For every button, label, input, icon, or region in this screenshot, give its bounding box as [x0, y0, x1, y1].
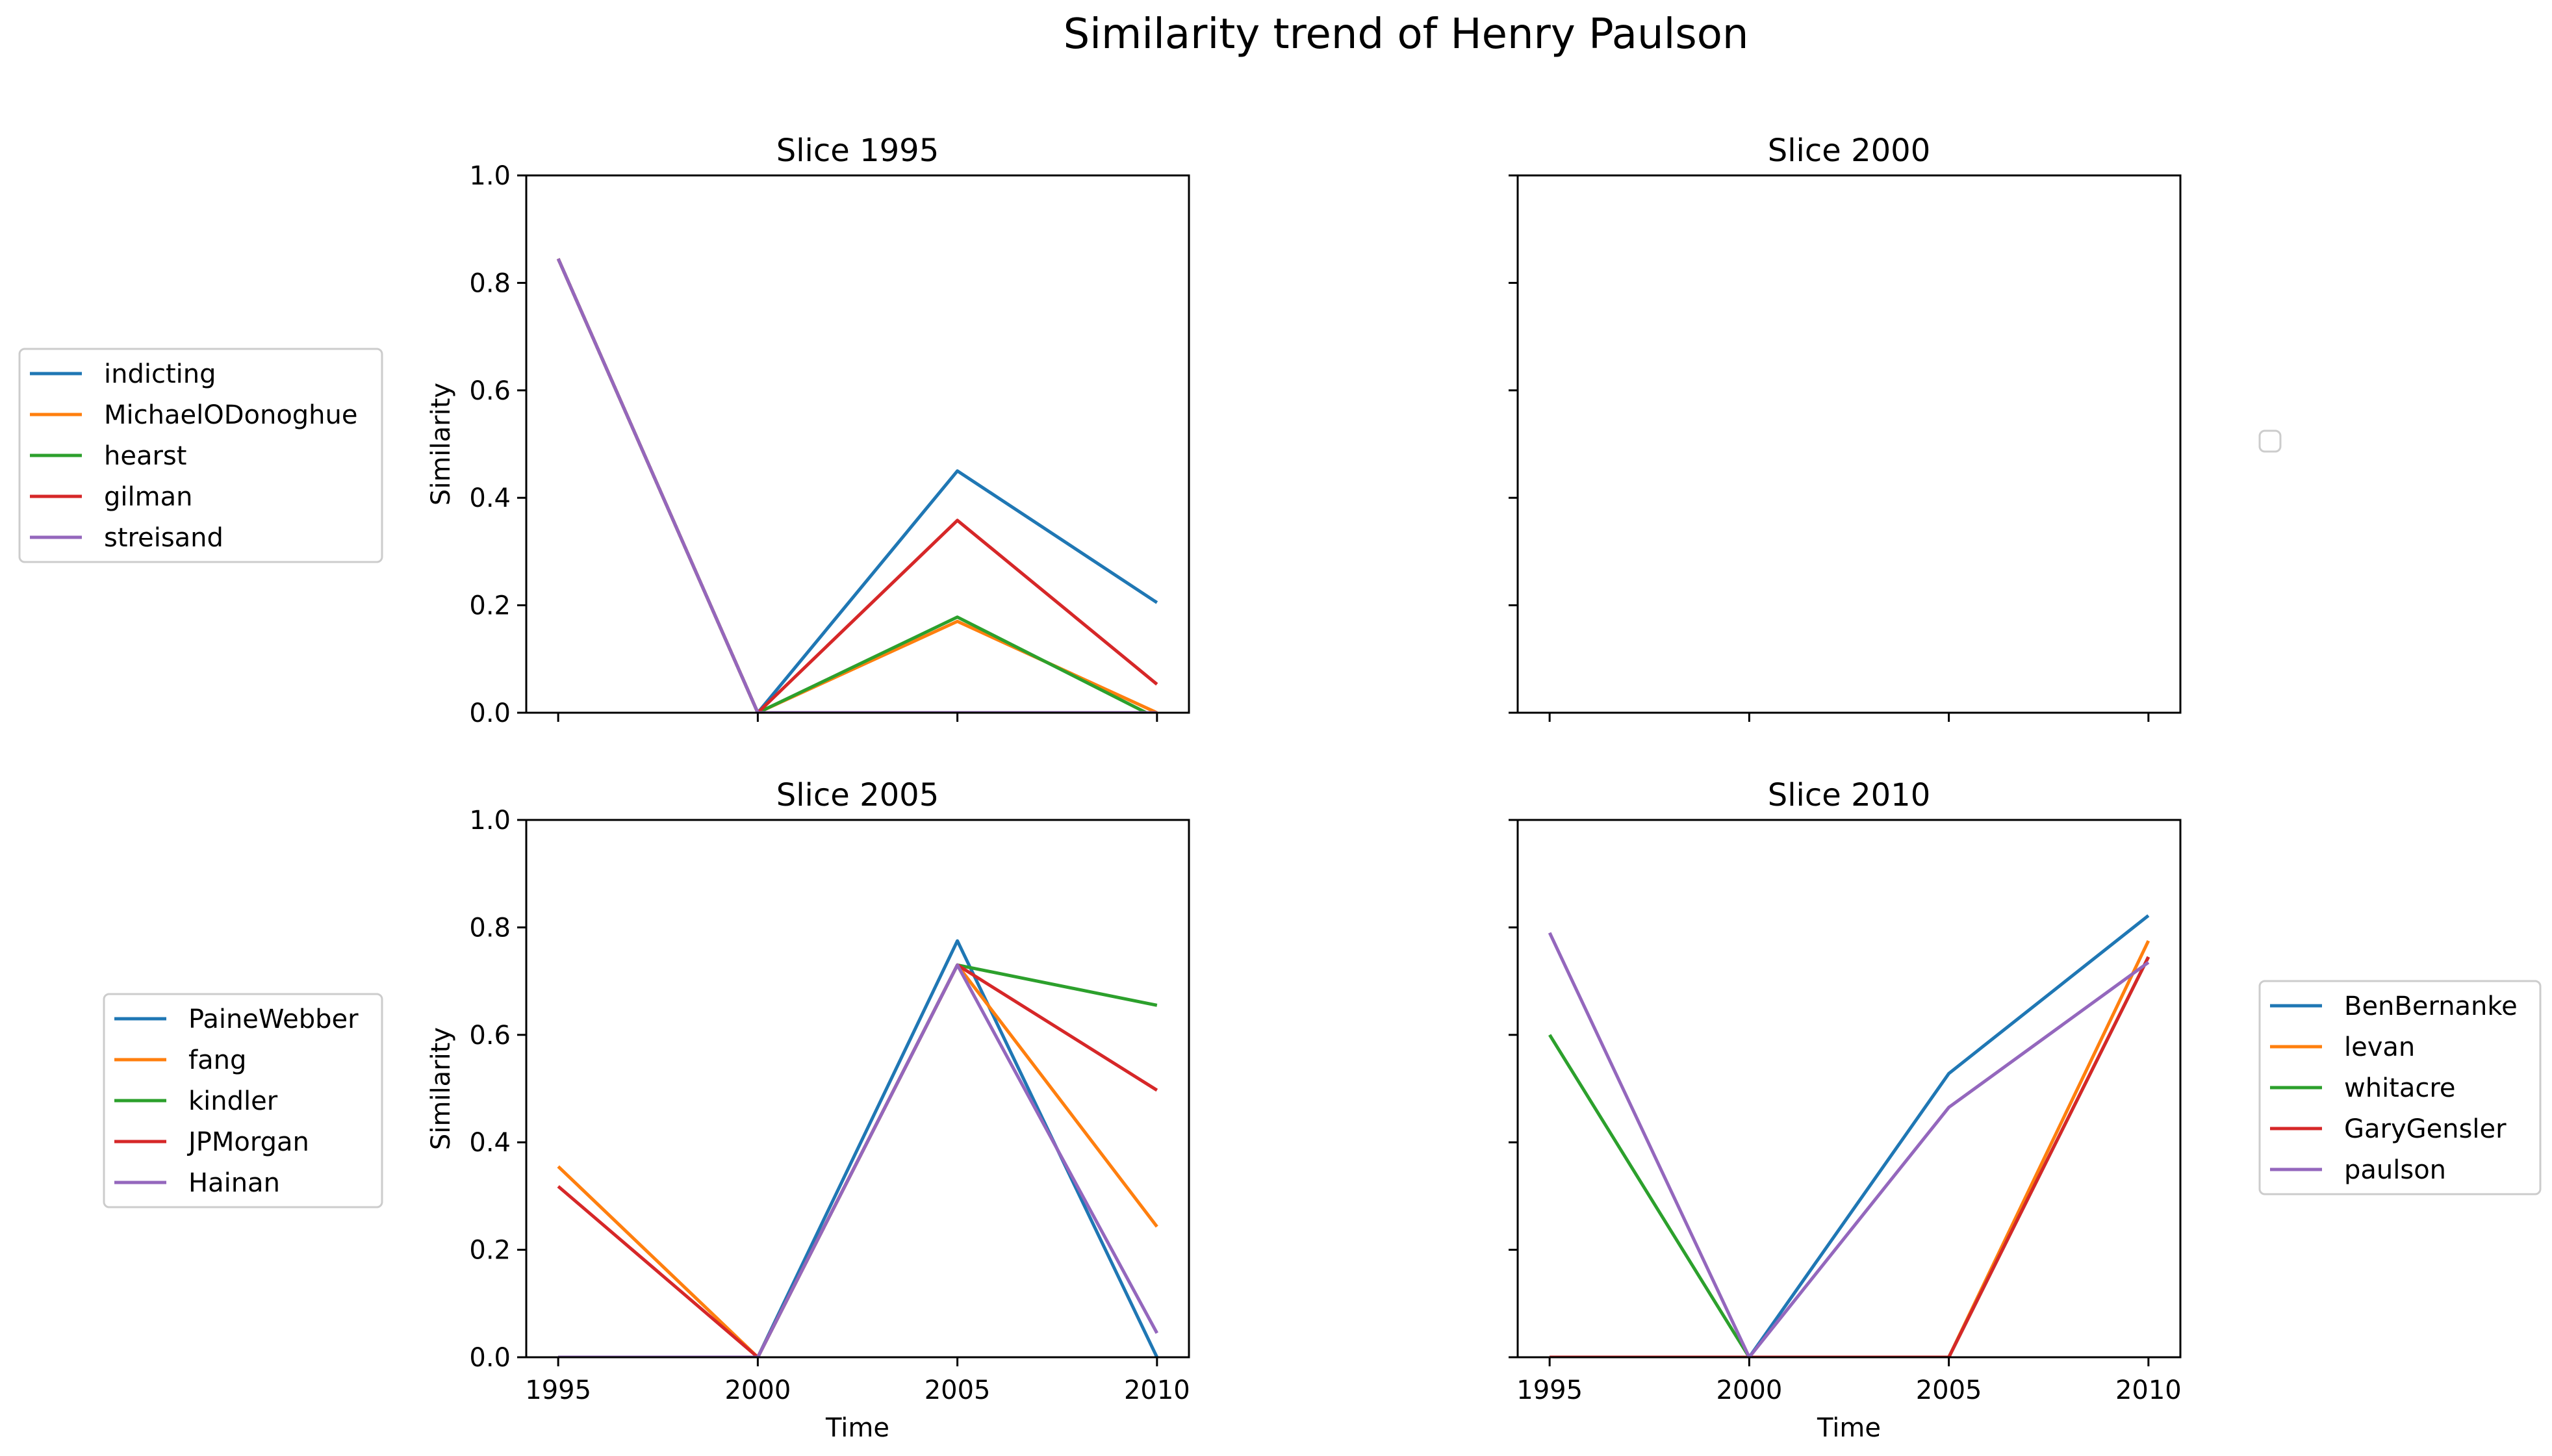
legend [2258, 429, 2282, 453]
series-line [1548, 932, 2150, 1357]
legend-label: hearst [104, 441, 186, 471]
subplot-title: Slice 1995 [776, 133, 939, 169]
subplot-title: Slice 2005 [776, 777, 939, 813]
series-line [1550, 940, 2150, 1357]
subplot-3: Slice 2005 1995 2000 2005 2010 0.0 0.2 0.4 0.6 0.… [103, 777, 1190, 1443]
y-tick-label: 0.0 [469, 1343, 511, 1373]
legend: BenBernanke levan whitacre GaryGensler pauls… [2258, 980, 2542, 1195]
x-tick-label: 2010 [2115, 1375, 2182, 1405]
legend-box [18, 348, 383, 563]
series-lines [1548, 914, 2150, 1357]
y-axis-label: Similarity [426, 1027, 456, 1150]
legend-label: MichaelODonoghue [104, 400, 358, 430]
y-axis-label: Similarity [426, 383, 456, 505]
legend-label: kindler [188, 1086, 278, 1116]
x-axis-label: Time [825, 1413, 889, 1443]
y-tick-label: 0.4 [469, 1128, 511, 1158]
legend-label: PaineWebber [188, 1004, 359, 1034]
x-tick-label: 2000 [724, 1375, 791, 1405]
legend-label: streisand [104, 523, 223, 553]
legend-label: gilman [104, 482, 192, 512]
subplot-1: Slice 1995 0.0 0.2 0.4 0.6 0.8 1.0 Similarity in… [18, 133, 1190, 728]
axes-frame [525, 174, 1190, 714]
subplot-2: Slice 2000 [1509, 133, 2282, 722]
legend: indicting MichaelODonoghue hearst gilman str… [18, 348, 383, 563]
x-axis-label: Time [1817, 1413, 1881, 1443]
x-tick-label: 2010 [1124, 1375, 1190, 1405]
legend-label: JPMorgan [186, 1127, 309, 1157]
legend-label: BenBernanke [2344, 991, 2518, 1021]
x-tick-label: 1995 [1516, 1375, 1583, 1405]
series-lines [557, 939, 1159, 1357]
axes-frame [1516, 819, 2182, 1359]
legend-label: fang [188, 1045, 246, 1075]
legend-label: paulson [2344, 1155, 2446, 1185]
legend-box [103, 993, 383, 1208]
legend-label: indicting [104, 359, 216, 389]
x-tick-label: 1995 [525, 1375, 591, 1405]
subplot-title: Slice 2010 [1768, 777, 1930, 813]
subplots: Slice 1995 0.0 0.2 0.4 0.6 0.8 1.0 Similarity in… [18, 133, 2542, 1443]
series-line [1550, 914, 2150, 1357]
axes-frame [525, 819, 1190, 1359]
x-tick-label: 2005 [1916, 1375, 1982, 1405]
axes-frame [1516, 174, 2182, 714]
series-line [1550, 956, 2150, 1357]
legend: PaineWebber fang kindler JPMorgan Hainan [103, 993, 383, 1208]
series-lines [556, 258, 1158, 713]
y-tick-label: 0.2 [469, 1236, 511, 1266]
x-tick-label: 2000 [1716, 1375, 1782, 1405]
x-tick-label: 2005 [925, 1375, 991, 1405]
y-tick-label: 1.0 [469, 161, 511, 191]
legend-label: GaryGensler [2344, 1114, 2507, 1144]
series-line [558, 963, 1158, 1357]
legend-label: levan [2344, 1032, 2415, 1062]
y-tick-label: 0.4 [469, 483, 511, 513]
figure-title: Similarity trend of Henry Paulson [1064, 10, 1749, 58]
y-tick-label: 0.8 [469, 268, 511, 298]
y-tick-label: 0.2 [469, 591, 511, 621]
subplot-title: Slice 2000 [1768, 133, 1930, 169]
y-tick-label: 0.0 [469, 698, 511, 728]
legend-box [2258, 429, 2282, 453]
y-tick-label: 0.8 [469, 913, 511, 943]
legend-label: whitacre [2344, 1073, 2456, 1103]
y-tick-label: 0.6 [469, 376, 511, 406]
legend-box [2258, 980, 2542, 1195]
y-tick-label: 0.6 [469, 1021, 511, 1051]
y-tick-label: 1.0 [469, 806, 511, 836]
legend-label: Hainan [188, 1168, 280, 1198]
subplot-4: Slice 2010 1995 2000 2005 2010 Time BenBernank… [1509, 777, 2542, 1443]
series-line [556, 258, 1157, 713]
